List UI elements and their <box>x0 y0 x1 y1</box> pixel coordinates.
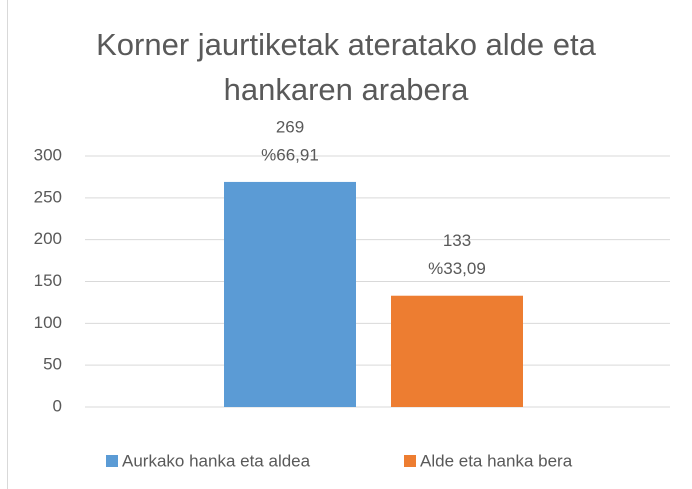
y-tick-label: 250 <box>34 187 62 206</box>
legend-swatch <box>106 455 118 467</box>
bar <box>391 295 523 407</box>
chart-title: Korner jaurtiketak ateratako alde eta ha… <box>96 27 596 107</box>
chart-border <box>7 0 8 489</box>
data-label: 269 <box>276 117 304 136</box>
y-tick-label: 50 <box>43 355 62 374</box>
data-label: 133 <box>443 231 471 250</box>
y-tick-label: 0 <box>53 396 62 415</box>
y-tick-label: 100 <box>34 313 62 332</box>
share-label: %66,91 <box>261 145 319 164</box>
legend-swatch <box>404 455 416 467</box>
bar <box>224 181 356 407</box>
legend-label: Alde eta hanka bera <box>420 451 573 470</box>
y-tick-label: 150 <box>34 271 62 290</box>
y-tick-label: 300 <box>34 145 62 164</box>
legend-label: Aurkako hanka eta aldea <box>122 451 311 470</box>
share-label: %33,09 <box>428 259 486 278</box>
y-tick-label: 200 <box>34 229 62 248</box>
